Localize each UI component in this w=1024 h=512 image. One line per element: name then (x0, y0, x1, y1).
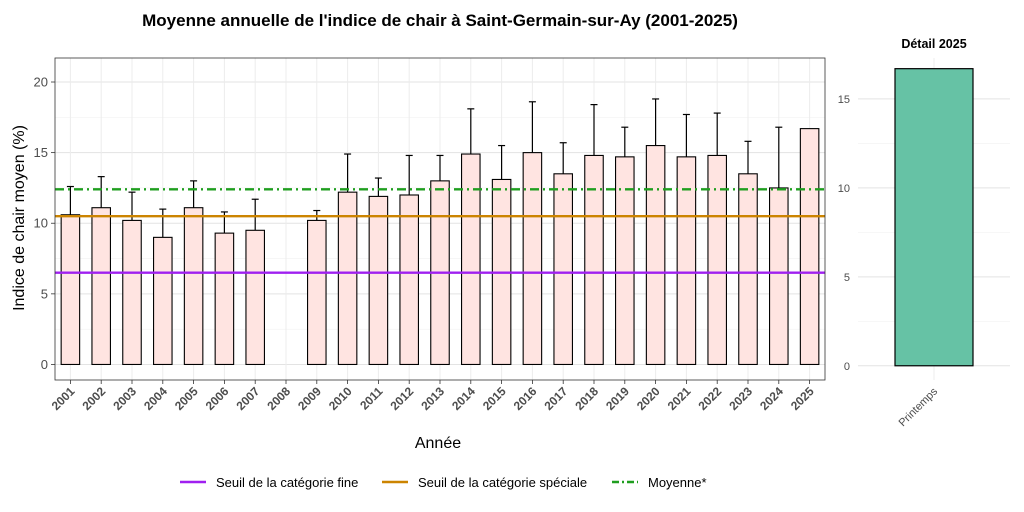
x-tick-label-2019: 2019 (603, 384, 632, 413)
x-tick-label-2013: 2013 (418, 384, 447, 413)
bar-2003 (122, 219, 142, 366)
y-tick-label: 10 (34, 216, 48, 231)
bar-2006 (214, 232, 235, 366)
bar-2025 (799, 128, 820, 366)
x-tick-label-2014: 2014 (449, 384, 478, 413)
x-tick-label-2023: 2023 (726, 384, 755, 413)
detail-y-tick-label: 5 (844, 272, 850, 284)
main-plot-area: 0 5 10 15 20 2001 2002 2003 2004 2005 2006 2007 2008… (34, 57, 826, 413)
x-tick-label-2024: 2024 (757, 384, 786, 413)
y-tick-label: 20 (34, 75, 48, 90)
x-tick-label-2007: 2007 (234, 384, 263, 413)
x-tick-label-2025: 2025 (788, 384, 817, 413)
y-tick-label: 5 (41, 286, 48, 301)
detail-chart-title: Détail 2025 (901, 37, 966, 51)
detail-x-tick-label: Printemps (897, 385, 941, 429)
x-tick-label-2005: 2005 (172, 384, 201, 413)
bar-2023 (738, 173, 758, 366)
bar-2014 (461, 153, 481, 366)
detail-y-tick-label: 10 (838, 183, 850, 195)
bar-2002 (91, 207, 111, 366)
bar-2019 (615, 156, 635, 366)
y-tick-label: 15 (34, 145, 48, 160)
bar-2021 (676, 156, 697, 366)
x-tick-label-2017: 2017 (542, 384, 571, 413)
y-tick-label: 0 (41, 357, 48, 372)
x-tick-label-2009: 2009 (295, 384, 324, 413)
bar-2001 (60, 214, 81, 366)
x-tick-label-2006: 2006 (203, 384, 232, 413)
x-tick-label-2012: 2012 (388, 384, 417, 413)
bar-2012 (399, 194, 419, 366)
bar-2005 (183, 207, 204, 366)
detail-plot-area: 0 5 10 15 Printemps (838, 58, 1010, 429)
x-tick-label-2003: 2003 (110, 384, 139, 413)
bar-2017 (553, 173, 573, 366)
x-tick-label-2018: 2018 (572, 384, 601, 413)
x-tick-label-2004: 2004 (141, 384, 170, 413)
bar-2016 (522, 152, 543, 366)
bar-2011 (368, 195, 389, 366)
bar-2024 (769, 187, 789, 366)
legend: Seuil de la catégorie fine Seuil de la ca… (180, 475, 707, 490)
detail-bar-Printemps (894, 68, 974, 367)
y-axis-title: Indice de chair moyen (%) (11, 125, 28, 311)
x-tick-label-2001: 2001 (49, 384, 78, 413)
bar-2007 (245, 229, 265, 366)
detail-y-tick-label: 0 (844, 361, 850, 373)
legend-label-1: Seuil de la catégorie fine (216, 475, 358, 490)
x-tick-label-2010: 2010 (326, 384, 355, 413)
bar-2018 (584, 154, 604, 366)
legend-label-3: Moyenne* (648, 475, 707, 490)
x-tick-label-2022: 2022 (696, 384, 725, 413)
bar-2022 (707, 154, 727, 366)
x-tick-label-2008: 2008 (264, 384, 293, 413)
x-tick-label-2020: 2020 (634, 384, 663, 413)
x-tick-label-2015: 2015 (480, 384, 509, 413)
legend-label-2: Seuil de la catégorie spéciale (418, 475, 587, 490)
bar-2009 (307, 219, 327, 366)
x-tick-label-2021: 2021 (665, 384, 694, 413)
x-tick-label-2011: 2011 (357, 384, 386, 413)
x-tick-label-2002: 2002 (80, 384, 109, 413)
bar-2020 (645, 145, 666, 366)
x-axis-title: Année (415, 435, 461, 452)
x-tick-label-2016: 2016 (511, 384, 540, 413)
bar-2010 (337, 191, 358, 366)
chart-title: Moyenne annuelle de l'indice de chair à … (142, 11, 738, 30)
detail-y-tick-label: 15 (838, 94, 850, 106)
bar-2004 (153, 236, 173, 366)
